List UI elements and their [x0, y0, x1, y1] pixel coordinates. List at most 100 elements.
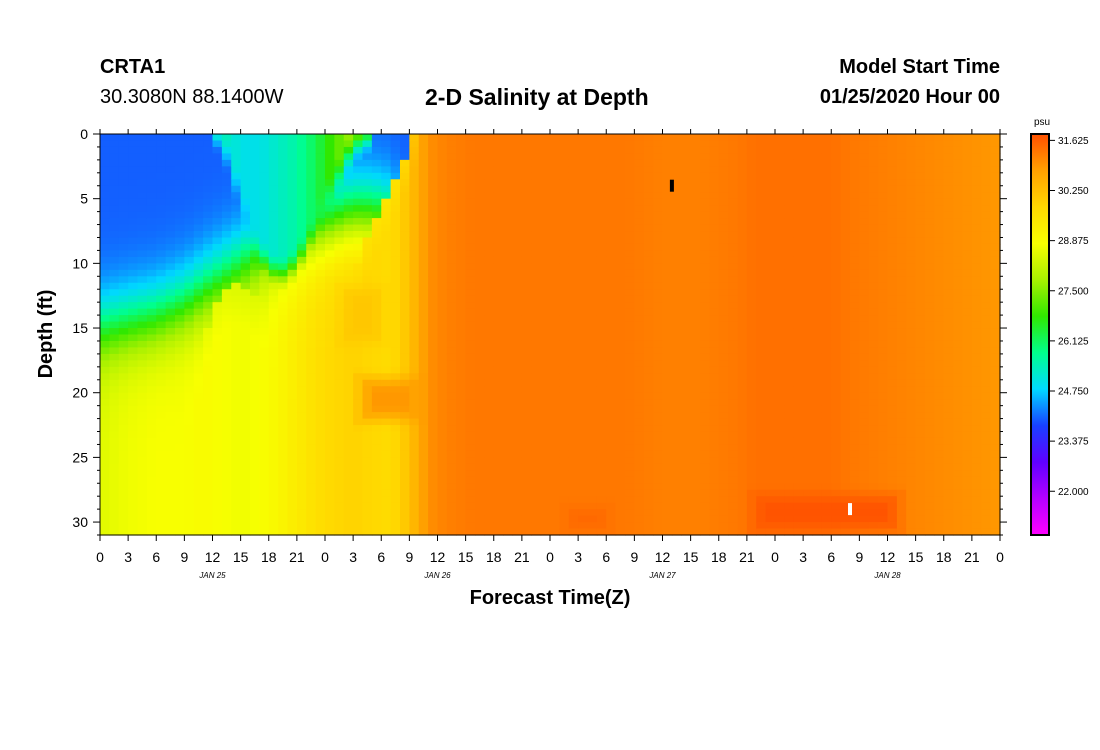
heat-cell: [803, 360, 814, 368]
heat-cell: [737, 185, 748, 193]
heat-cell: [512, 321, 523, 329]
heat-cell: [625, 250, 635, 258]
heat-cell: [456, 276, 467, 284]
heat-cell: [475, 250, 485, 258]
heat-cell: [643, 399, 654, 407]
heat-cell: [812, 205, 823, 213]
heat-cell: [559, 146, 570, 155]
heat-cell: [559, 218, 570, 226]
heat-cell: [578, 392, 589, 400]
heat-cell: [296, 243, 307, 252]
heat-cell: [428, 134, 439, 142]
heat-cell: [793, 172, 804, 180]
heat-cell: [212, 250, 223, 258]
heat-cell: [231, 289, 242, 297]
heat-cell: [390, 444, 401, 452]
heat-cell: [334, 450, 345, 458]
heat-cell: [831, 159, 842, 167]
heat-cell: [484, 179, 495, 187]
heat-cell: [756, 243, 767, 252]
heat-cell: [521, 269, 532, 277]
heat-cell: [306, 405, 317, 413]
heat-cell: [146, 334, 157, 342]
heat-cell: [503, 308, 514, 316]
heat-cell: [756, 237, 767, 245]
heat-cell: [418, 211, 429, 219]
heat-cell: [718, 282, 729, 290]
heat-cell: [353, 166, 364, 174]
heat-cell: [146, 522, 157, 530]
heat-cell: [700, 237, 710, 245]
heat-cell: [662, 153, 673, 161]
heat-cell: [737, 418, 748, 426]
heat-cell: [287, 483, 298, 491]
heat-cell: [596, 379, 607, 387]
heat-cell: [503, 166, 514, 174]
heat-cell: [325, 360, 335, 368]
heat-cell: [756, 166, 767, 174]
heat-cell: [737, 528, 748, 536]
heat-cell: [296, 373, 307, 381]
heat-cell: [803, 509, 814, 517]
heat-cell: [268, 360, 279, 368]
heat-cell: [296, 250, 307, 258]
heat-cell: [109, 509, 120, 517]
heat-cell: [484, 373, 495, 381]
heat-cell: [550, 276, 560, 284]
heat-cell: [587, 263, 598, 271]
heat-cell: [137, 289, 148, 297]
heat-cell: [671, 211, 682, 219]
heat-cell: [578, 515, 589, 523]
heat-cell: [559, 392, 570, 400]
heat-cell: [334, 379, 345, 387]
heat-cell: [615, 353, 626, 361]
heat-cell: [821, 502, 832, 510]
heat-cell: [737, 282, 748, 290]
heat-cell: [362, 431, 373, 439]
heat-cell: [381, 463, 392, 471]
heat-cell: [540, 256, 551, 264]
heat-cell: [446, 237, 457, 245]
heat-cell: [437, 211, 448, 219]
heat-cell: [531, 444, 542, 452]
heat-cell: [746, 437, 757, 446]
heat-cell: [437, 140, 448, 148]
heat-cell: [437, 366, 448, 374]
heat-cell: [268, 166, 279, 174]
heat-cell: [100, 243, 110, 252]
heat-cell: [512, 192, 523, 200]
heat-cell: [428, 386, 439, 394]
heat-cell: [381, 295, 392, 303]
heat-cell: [390, 192, 401, 200]
heat-cell: [240, 179, 251, 187]
heat-cell: [587, 340, 598, 349]
heat-cell: [587, 250, 598, 258]
heat-cell: [465, 211, 476, 219]
heat-cell: [550, 528, 560, 536]
heat-cell: [184, 340, 195, 349]
heat-cell: [793, 231, 804, 239]
heat-cell: [606, 166, 617, 174]
heat-cell: [109, 289, 120, 297]
heat-cell: [803, 315, 814, 323]
heat-cell: [550, 231, 560, 239]
heat-cell: [325, 159, 335, 167]
heat-cell: [240, 340, 251, 349]
heat-cell: [240, 522, 251, 530]
heat-cell: [531, 140, 542, 148]
heat-cell: [428, 328, 439, 336]
heat-cell: [512, 379, 523, 387]
heat-cell: [465, 463, 476, 471]
heat-cell: [812, 412, 823, 420]
heat-cell: [625, 373, 635, 381]
heat-cell: [240, 379, 251, 387]
heat-cell: [587, 437, 598, 446]
heat-cell: [231, 425, 242, 433]
heat-cell: [306, 444, 317, 452]
heat-cell: [559, 353, 570, 361]
heat-cell: [184, 179, 195, 187]
heat-cell: [718, 179, 729, 187]
heat-cell: [671, 483, 682, 491]
heat-cell: [100, 192, 110, 200]
heat-cell: [381, 328, 392, 336]
